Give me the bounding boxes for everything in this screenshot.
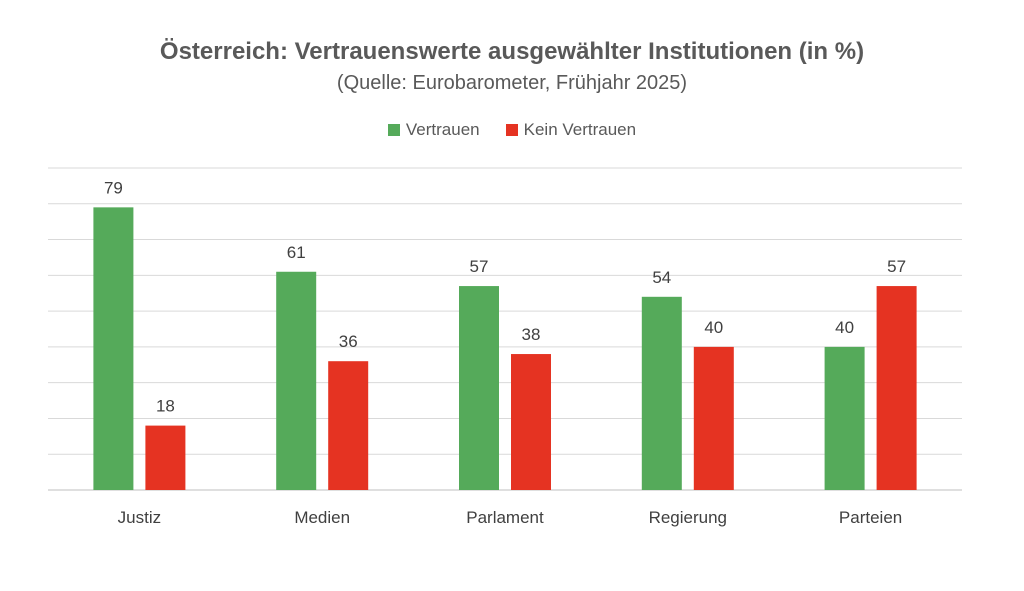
bar-justiz-vertrauen: [93, 207, 134, 490]
x-tick-label: Parlament: [466, 508, 544, 527]
bar-parteien-kein-vertrauen: [876, 286, 917, 490]
legend-item-kein-vertrauen: Kein Vertrauen: [505, 120, 637, 140]
bar-justiz-kein-vertrauen: [145, 425, 186, 490]
data-label: 40: [704, 318, 723, 337]
data-label: 40: [835, 318, 854, 337]
data-label: 54: [652, 268, 671, 287]
data-label: 18: [156, 397, 175, 416]
x-tick-label: Medien: [294, 508, 350, 527]
legend-label-vertrauen: Vertrauen: [405, 120, 480, 139]
data-label: 57: [887, 257, 906, 276]
data-label: 57: [470, 257, 489, 276]
legend-item-vertrauen: Vertrauen: [387, 120, 480, 140]
bar-parlament-vertrauen: [459, 286, 499, 490]
bar-medien-kein-vertrauen: [328, 361, 369, 490]
data-label: 38: [522, 325, 541, 344]
legend-swatch-vertrauen: [387, 124, 400, 136]
legend-label-kein-vertrauen: Kein Vertrauen: [523, 120, 637, 139]
x-tick-label: Regierung: [649, 508, 727, 527]
bar-regierung-kein-vertrauen: [693, 346, 734, 490]
x-tick-label: Parteien: [839, 508, 902, 527]
legend-swatch-kein-vertrauen: [505, 124, 518, 136]
data-label: 36: [339, 332, 358, 351]
bar-medien-vertrauen: [276, 271, 317, 490]
chart-title: Österreich: Vertrauenswerte ausgewählter…: [159, 38, 865, 65]
bar-regierung-vertrauen: [641, 296, 682, 490]
bar-parlament-kein-vertrauen: [511, 354, 551, 490]
bar-parteien-vertrauen: [824, 346, 865, 490]
x-tick-label: Justiz: [118, 508, 161, 527]
data-label: 79: [104, 178, 123, 197]
legend: Vertrauen Kein Vertrauen: [0, 120, 1024, 140]
data-label: 61: [287, 243, 306, 262]
chart-subtitle: (Quelle: Eurobarometer, Frühjahr 2025): [336, 72, 688, 94]
